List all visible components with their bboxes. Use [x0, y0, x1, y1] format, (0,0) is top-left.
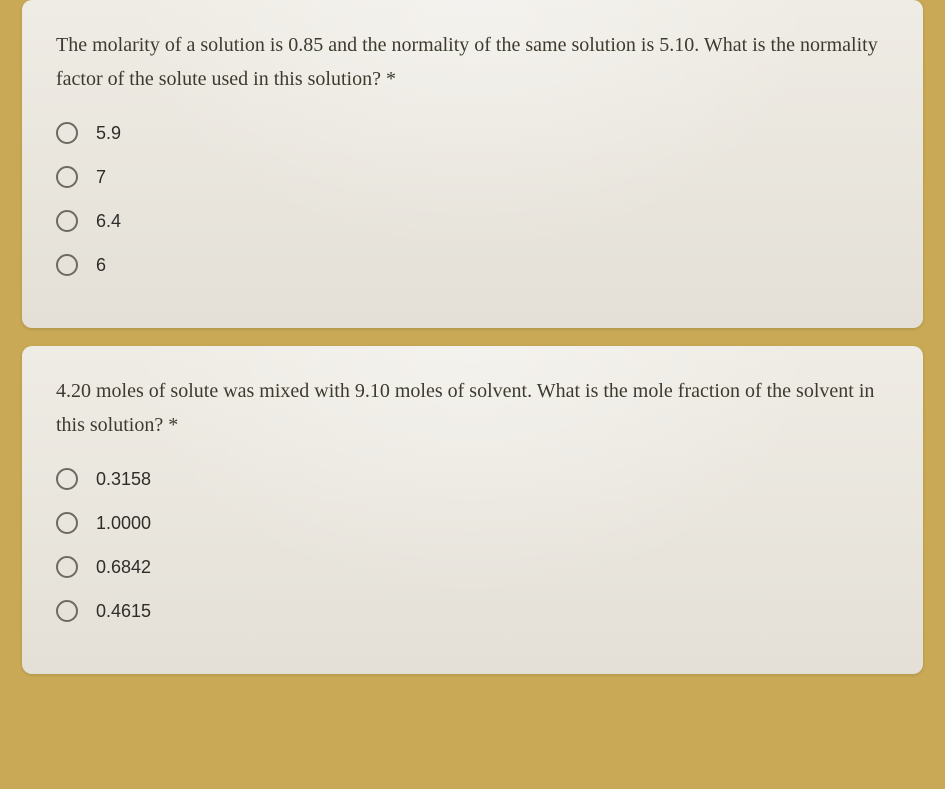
radio-icon[interactable] — [56, 512, 78, 534]
radio-icon[interactable] — [56, 166, 78, 188]
option-row[interactable]: 7 — [56, 166, 889, 188]
option-row[interactable]: 0.4615 — [56, 600, 889, 622]
option-label: 7 — [96, 167, 106, 188]
option-label: 5.9 — [96, 123, 121, 144]
option-row[interactable]: 0.3158 — [56, 468, 889, 490]
radio-icon[interactable] — [56, 254, 78, 276]
option-row[interactable]: 6 — [56, 254, 889, 276]
option-label: 1.0000 — [96, 513, 151, 534]
option-label: 0.6842 — [96, 557, 151, 578]
option-row[interactable]: 6.4 — [56, 210, 889, 232]
radio-icon[interactable] — [56, 556, 78, 578]
radio-icon[interactable] — [56, 210, 78, 232]
question-prompt: 4.20 moles of solute was mixed with 9.10… — [56, 374, 889, 442]
option-row[interactable]: 0.6842 — [56, 556, 889, 578]
question-prompt: The molarity of a solution is 0.85 and t… — [56, 28, 889, 96]
radio-icon[interactable] — [56, 468, 78, 490]
option-label: 0.3158 — [96, 469, 151, 490]
question-card-2: 4.20 moles of solute was mixed with 9.10… — [22, 346, 923, 674]
option-label: 6 — [96, 255, 106, 276]
option-row[interactable]: 1.0000 — [56, 512, 889, 534]
option-label: 6.4 — [96, 211, 121, 232]
question-card-1: The molarity of a solution is 0.85 and t… — [22, 0, 923, 328]
radio-icon[interactable] — [56, 600, 78, 622]
radio-icon[interactable] — [56, 122, 78, 144]
option-label: 0.4615 — [96, 601, 151, 622]
option-row[interactable]: 5.9 — [56, 122, 889, 144]
